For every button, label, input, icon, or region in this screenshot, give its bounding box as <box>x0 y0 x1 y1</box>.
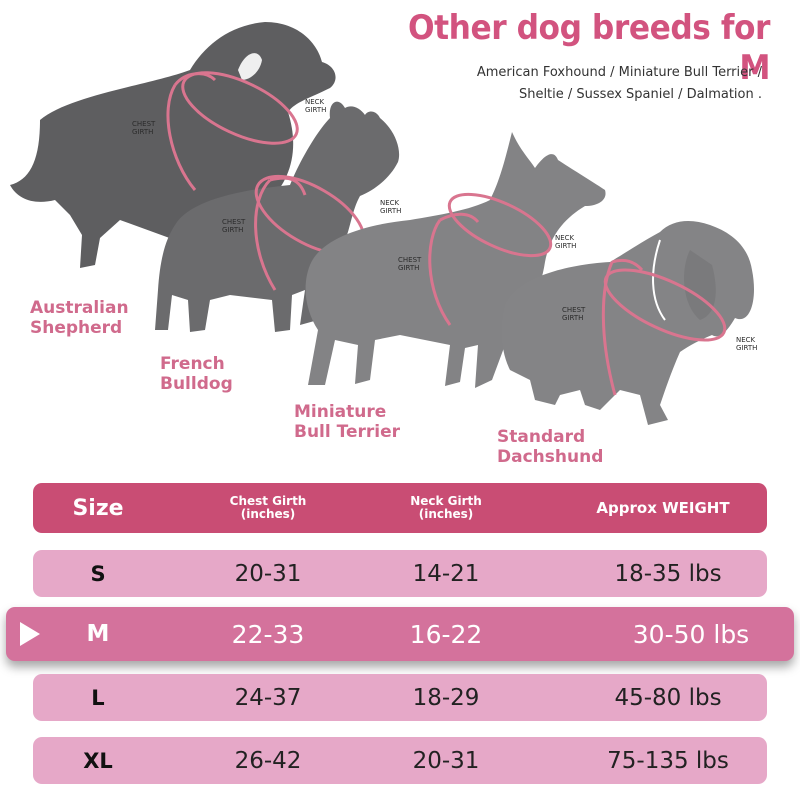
neck-girth-cell: 16-22 <box>409 619 483 649</box>
chest-girth-label: CHEST <box>132 120 156 128</box>
chest-girth-label: CHEST <box>562 306 586 314</box>
breed-list-line-1: American Foxhound / Miniature Bull Terri… <box>476 65 762 80</box>
table-row-m-selected: M 22-33 16-22 30-50 lbs <box>6 607 794 661</box>
table-row-xl: XL 26-42 20-31 75-135 lbs <box>33 737 767 784</box>
size-cell: S <box>90 561 106 586</box>
neck-girth-label: NECK <box>380 199 400 207</box>
play-arrow-icon <box>20 622 40 646</box>
chest-girth-label: GIRTH <box>222 226 243 234</box>
weight-cell: 18-35 lbs <box>614 560 722 587</box>
miniature-bull-terrier-illustration <box>305 132 606 388</box>
breed-label-line: Dachshund <box>497 447 604 467</box>
chest-girth-cell: 22-33 <box>231 619 305 649</box>
breed-label-french-bulldog: French Bulldog <box>160 354 233 394</box>
neck-girth-label: GIRTH <box>305 106 326 114</box>
size-table-header: Size Chest Girth (inches) Neck Girth (in… <box>33 483 767 533</box>
neck-girth-column-header: Neck Girth <box>410 494 482 508</box>
breed-label-miniature-bull-terrier: Miniature Bull Terrier <box>294 402 400 442</box>
size-cell: L <box>91 685 105 710</box>
breed-label-line: Australian <box>30 298 129 318</box>
size-column-header: Size <box>72 495 124 521</box>
weight-cell: 45-80 lbs <box>614 684 722 711</box>
breed-list-line-2: Sheltie / Sussex Spaniel / Dalmation . <box>518 87 762 102</box>
size-cell: XL <box>83 748 113 773</box>
chest-girth-column-header: Chest Girth <box>229 494 307 508</box>
neck-girth-label: GIRTH <box>736 344 757 352</box>
chest-girth-cell: 20-31 <box>234 560 302 587</box>
standard-dachshund-illustration <box>501 220 755 425</box>
neck-girth-label: NECK <box>305 98 325 106</box>
neck-girth-unit: (inches) <box>418 507 474 521</box>
breed-label-line: French <box>160 354 225 374</box>
breed-label-line: Miniature <box>294 402 387 422</box>
breed-label-australian-shepherd: Australian Shepherd <box>30 298 129 338</box>
dog-illustrations: CHEST GIRTH NECK GIRTH CHEST GIRTH NECK … <box>10 22 757 425</box>
chest-girth-label: CHEST <box>398 256 422 264</box>
breed-label-line: Bulldog <box>160 374 233 394</box>
neck-girth-label: GIRTH <box>555 242 576 250</box>
size-cell: M <box>86 621 110 647</box>
neck-girth-label: GIRTH <box>380 207 401 215</box>
chest-girth-unit: (inches) <box>240 507 296 521</box>
neck-girth-cell: 20-31 <box>412 747 480 774</box>
breed-label-standard-dachshund: Standard Dachshund <box>497 427 603 467</box>
breed-label-line: Shepherd <box>30 318 123 338</box>
page-title: Other dog breeds for M <box>408 8 770 88</box>
neck-girth-cell: 14-21 <box>412 560 480 587</box>
chest-girth-label: GIRTH <box>132 128 153 136</box>
chest-girth-label: CHEST <box>222 218 246 226</box>
breed-label-line: Bull Terrier <box>294 422 401 442</box>
breed-label-line: Standard <box>497 427 586 447</box>
weight-cell: 75-135 lbs <box>607 747 729 774</box>
weight-column-header: Approx WEIGHT <box>596 498 730 517</box>
chest-girth-label: GIRTH <box>398 264 419 272</box>
neck-girth-label: NECK <box>736 336 756 344</box>
breed-list: American Foxhound / Miniature Bull Terri… <box>400 62 762 106</box>
neck-girth-label: NECK <box>555 234 575 242</box>
table-row-s: S 20-31 14-21 18-35 lbs <box>33 550 767 597</box>
weight-cell: 30-50 lbs <box>632 619 750 649</box>
chest-girth-label: GIRTH <box>562 314 583 322</box>
chest-girth-cell: 24-37 <box>234 684 302 711</box>
chest-girth-cell: 26-42 <box>234 747 302 774</box>
neck-girth-cell: 18-29 <box>412 684 480 711</box>
table-row-l: L 24-37 18-29 45-80 lbs <box>33 674 767 721</box>
